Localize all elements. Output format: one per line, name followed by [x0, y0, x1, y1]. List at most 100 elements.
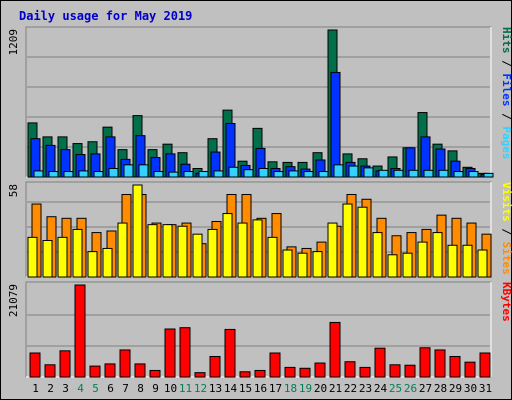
bar-pages-day-1 — [33, 170, 44, 178]
x-tick-label: 22 — [344, 382, 357, 395]
bar-kbytes-day-18 — [284, 366, 296, 378]
bar-visits-day-16 — [252, 219, 263, 278]
bar-visits-day-21 — [327, 222, 338, 278]
bar-pages-day-27 — [423, 169, 434, 178]
bar-kbytes-day-22 — [344, 361, 356, 378]
bar-pages-day-9 — [153, 171, 164, 178]
bar-visits-day-9 — [147, 224, 158, 278]
bar-kbytes-day-6 — [104, 363, 116, 378]
bar-kbytes-day-25 — [389, 364, 401, 378]
bar-visits-day-8 — [132, 184, 143, 278]
x-tick-label: 23 — [359, 382, 372, 395]
bar-kbytes-day-9 — [149, 369, 161, 378]
bar-pages-day-26 — [408, 169, 419, 178]
x-tick-label: 10 — [164, 382, 177, 395]
bar-pages-day-2 — [48, 171, 59, 178]
bar-pages-day-4 — [78, 170, 89, 178]
x-tick-label: 29 — [449, 382, 462, 395]
bar-kbytes-day-15 — [239, 371, 251, 378]
bar-pages-day-19 — [303, 171, 314, 178]
bar-visits-day-28 — [432, 232, 443, 278]
y-axis-label: KBytes — [500, 282, 512, 322]
bar-pages-day-15 — [243, 169, 254, 178]
bar-kbytes-day-27 — [419, 347, 431, 378]
x-tick-label: 18 — [284, 382, 297, 395]
bar-visits-day-31 — [477, 249, 488, 278]
bar-visits-day-20 — [312, 251, 323, 278]
bar-kbytes-day-16 — [254, 369, 266, 378]
bar-kbytes-day-8 — [134, 363, 146, 378]
bar-pages-day-11 — [183, 171, 194, 178]
plot-area-kbytes — [25, 281, 492, 378]
bar-visits-day-29 — [447, 244, 458, 278]
bar-pages-day-23 — [363, 167, 374, 178]
bar-visits-day-25 — [387, 254, 398, 278]
bar-pages-day-28 — [438, 169, 449, 178]
y-axis-label-part: Sites — [500, 242, 512, 275]
bar-pages-day-30 — [468, 171, 479, 178]
y-axis-label: Hits / Files / Pages — [500, 27, 512, 160]
bar-pages-day-13 — [213, 170, 224, 178]
y-max-tick: 1209 — [7, 29, 20, 56]
y-axis-label-part: / — [500, 107, 512, 127]
bar-pages-day-16 — [258, 167, 269, 178]
bar-pages-day-21 — [333, 164, 344, 178]
bar-pages-day-12 — [198, 171, 209, 178]
bar-visits-day-26 — [402, 252, 413, 278]
bar-pages-day-10 — [168, 171, 179, 178]
y-axis-label: Visits / Sites — [500, 182, 512, 275]
bar-kbytes-day-1 — [29, 352, 41, 378]
chart-title: Daily usage for May 2019 — [19, 9, 193, 23]
bar-kbytes-day-31 — [479, 352, 491, 378]
x-tick-label: 7 — [122, 382, 129, 395]
bar-visits-day-15 — [237, 222, 248, 278]
x-tick-label: 1 — [32, 382, 39, 395]
x-tick-label: 28 — [434, 382, 447, 395]
y-axis-label-part: Visits — [500, 182, 512, 222]
x-tick-label: 11 — [179, 382, 192, 395]
x-tick-label: 14 — [224, 382, 238, 395]
y-axis-label-part: Files — [500, 73, 512, 106]
x-tick-label: 20 — [314, 382, 327, 395]
bar-pages-day-7 — [123, 164, 134, 178]
bar-visits-day-19 — [297, 252, 308, 278]
bar-kbytes-day-24 — [374, 347, 386, 378]
x-tick-label: 17 — [269, 382, 282, 395]
bar-kbytes-day-2 — [44, 364, 56, 378]
bar-visits-day-3 — [57, 236, 68, 278]
bar-kbytes-day-17 — [269, 352, 281, 378]
bar-files-day-21 — [330, 71, 341, 178]
bar-kbytes-day-28 — [434, 349, 446, 378]
y-axis-label-part: / — [500, 54, 512, 74]
x-tick-label: 9 — [152, 382, 159, 395]
x-tick-label: 16 — [254, 382, 267, 395]
bar-kbytes-day-12 — [194, 372, 206, 378]
bar-pages-day-18 — [288, 170, 299, 178]
bar-visits-day-7 — [117, 222, 128, 278]
bar-pages-day-20 — [318, 171, 329, 178]
x-tick-label: 21 — [329, 382, 342, 395]
bar-visits-day-2 — [42, 240, 53, 278]
bar-kbytes-day-19 — [299, 367, 311, 378]
bar-visits-day-10 — [162, 224, 173, 278]
bar-pages-day-6 — [108, 167, 119, 178]
bar-pages-day-3 — [63, 171, 74, 178]
y-axis-label-part: Pages — [500, 126, 512, 159]
bar-kbytes-day-5 — [89, 365, 101, 378]
bar-kbytes-day-23 — [359, 366, 371, 378]
bar-kbytes-day-11 — [179, 327, 191, 378]
bar-pages-day-24 — [378, 169, 389, 178]
x-tick-label: 30 — [464, 382, 477, 395]
x-tick-label: 5 — [92, 382, 99, 395]
x-tick-label: 12 — [194, 382, 207, 395]
bar-visits-day-4 — [72, 228, 83, 278]
bar-pages-day-8 — [138, 164, 149, 178]
x-tick-label: 19 — [299, 382, 312, 395]
bar-kbytes-day-29 — [449, 355, 461, 378]
x-tick-label: 8 — [137, 382, 144, 395]
y-max-tick: 58 — [7, 184, 20, 197]
bar-kbytes-day-20 — [314, 362, 326, 378]
x-tick-label: 2 — [47, 382, 54, 395]
bar-kbytes-day-10 — [164, 328, 176, 378]
